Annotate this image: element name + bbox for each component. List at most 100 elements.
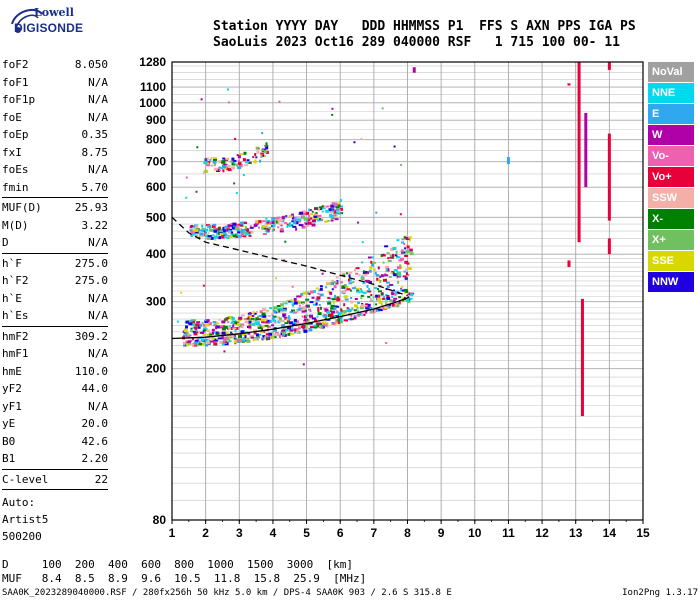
echo-point [330, 279, 334, 282]
echo-point [296, 300, 300, 304]
echo-point [337, 318, 342, 322]
echo-point [289, 328, 294, 332]
echo-point [261, 149, 265, 152]
echo-point [236, 163, 238, 167]
echo-point [321, 205, 324, 208]
echo-point [293, 320, 297, 324]
echo-point [233, 321, 238, 325]
echo-point [258, 226, 260, 229]
logo-line-2: DIGISONDE [14, 21, 84, 35]
echo-point [410, 293, 414, 297]
echo-point [268, 226, 272, 230]
echo-point [248, 321, 252, 323]
echo-point [379, 275, 382, 278]
echo-point [321, 325, 325, 329]
echo-point [243, 318, 247, 320]
echo-point [374, 271, 377, 275]
echo-point [230, 321, 235, 324]
echo-point [190, 230, 194, 234]
echo-point [398, 300, 401, 304]
echo-point [406, 245, 410, 249]
echo-point [255, 146, 259, 150]
echo-point [395, 303, 398, 306]
echo-point [218, 166, 222, 169]
param-name: h`E [2, 291, 22, 305]
echo-point [353, 269, 356, 271]
echo-point [378, 290, 382, 293]
echo-point [370, 311, 373, 313]
echo-point [209, 341, 211, 345]
echo-point [355, 272, 359, 275]
echo-point [192, 319, 197, 322]
echo-point [261, 318, 265, 322]
echo-point [220, 233, 224, 236]
echo-point [400, 257, 404, 261]
echo-point [399, 213, 402, 216]
echo-point [201, 338, 205, 342]
echo-point [214, 237, 217, 241]
echo-point [231, 318, 234, 322]
echo-point [321, 325, 324, 329]
echo-point [357, 310, 360, 313]
echo-point [204, 320, 209, 323]
echo-point [308, 208, 311, 212]
echo-point [212, 331, 217, 334]
echo-point [309, 301, 314, 304]
echo-point [338, 321, 341, 325]
legend-entry-w: W [648, 125, 694, 145]
echo-point [408, 238, 411, 242]
echo-point [393, 269, 398, 271]
echo-point [276, 307, 279, 311]
echo-point [296, 330, 301, 334]
echo-point [327, 297, 331, 299]
echo-point [255, 322, 259, 325]
y-tick-label: 80 [153, 513, 167, 527]
echo-point [376, 278, 380, 282]
echo-point [247, 316, 250, 320]
legend-entry-x-: X- [648, 209, 694, 229]
echo-point [271, 219, 276, 222]
echo-point [357, 221, 360, 224]
echo-point [213, 229, 218, 233]
param-value: 2.20 [81, 452, 109, 465]
echo-point [400, 163, 403, 166]
echo-point [296, 310, 299, 313]
echo-point [192, 330, 196, 333]
param-value: N/A [88, 236, 108, 249]
echo-point [254, 222, 259, 225]
echo-point [206, 333, 210, 336]
param-separator [2, 489, 108, 490]
echo-point [220, 228, 222, 231]
echo-point [326, 318, 331, 321]
echo-point [183, 344, 186, 347]
echo-point [221, 320, 226, 324]
echo-point [323, 324, 328, 327]
echo-point [261, 328, 263, 331]
echo-point [285, 329, 289, 332]
echo-point [197, 325, 201, 329]
echo-point [203, 323, 205, 327]
echo-point [316, 296, 321, 300]
echo-point [334, 211, 339, 215]
echo-point [244, 320, 249, 324]
echo-point [235, 235, 238, 238]
echo-point [405, 251, 410, 254]
echo-point [301, 223, 304, 227]
echo-point [334, 218, 339, 221]
echo-point [278, 223, 283, 226]
echo-point [213, 158, 217, 161]
echo-point [222, 165, 227, 169]
muf-frequency-row: MUF 8.4 8.5 8.9 9.6 10.5 11.8 15.8 25.9 … [2, 572, 367, 585]
echo-point [207, 235, 212, 238]
echo-point [403, 291, 406, 294]
version-footer: Ion2Png 1.3.17 [622, 588, 698, 598]
param-name: foF2 [2, 58, 29, 71]
echo-point [291, 216, 294, 220]
echo-point [237, 234, 242, 238]
echo-point [267, 315, 271, 317]
echo-point [282, 314, 285, 318]
echo-point [248, 231, 251, 234]
echo-point [268, 320, 272, 323]
echo-point [408, 297, 413, 300]
